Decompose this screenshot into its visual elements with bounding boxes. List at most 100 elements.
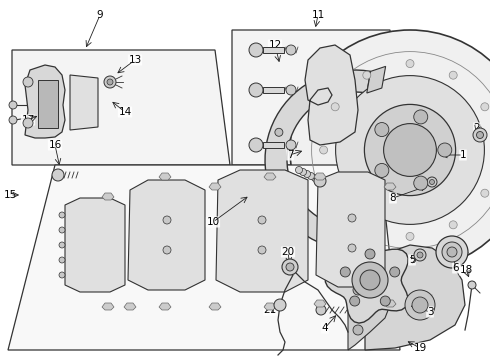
Circle shape <box>9 116 17 124</box>
Text: 20: 20 <box>281 247 294 257</box>
Polygon shape <box>209 183 221 190</box>
Text: 12: 12 <box>269 40 282 50</box>
Circle shape <box>473 128 487 142</box>
Text: 4: 4 <box>322 323 328 333</box>
Circle shape <box>163 216 171 224</box>
Polygon shape <box>232 30 405 165</box>
Circle shape <box>163 246 171 254</box>
Circle shape <box>286 263 294 271</box>
Text: 6: 6 <box>453 263 459 273</box>
Circle shape <box>9 101 17 109</box>
Circle shape <box>365 104 456 195</box>
Text: 9: 9 <box>97 10 103 20</box>
Text: 7: 7 <box>287 150 294 160</box>
Circle shape <box>436 236 468 268</box>
Circle shape <box>59 242 65 248</box>
Circle shape <box>290 30 490 270</box>
Circle shape <box>331 189 339 197</box>
Circle shape <box>363 71 371 79</box>
Circle shape <box>286 85 296 95</box>
Circle shape <box>405 290 435 320</box>
Circle shape <box>249 83 263 97</box>
Circle shape <box>303 171 311 177</box>
Circle shape <box>295 166 302 174</box>
Polygon shape <box>265 70 370 249</box>
Circle shape <box>438 143 452 157</box>
Circle shape <box>23 77 33 87</box>
Text: 10: 10 <box>206 217 220 227</box>
Polygon shape <box>365 245 465 350</box>
Circle shape <box>308 172 315 180</box>
Circle shape <box>275 128 283 136</box>
Polygon shape <box>264 173 276 180</box>
Circle shape <box>363 221 371 229</box>
Polygon shape <box>367 66 386 93</box>
Circle shape <box>360 270 380 290</box>
Polygon shape <box>264 303 276 310</box>
Circle shape <box>406 60 414 68</box>
Polygon shape <box>25 65 65 138</box>
Polygon shape <box>102 193 114 200</box>
Text: 13: 13 <box>128 55 142 65</box>
Polygon shape <box>314 173 326 180</box>
Text: 15: 15 <box>3 190 17 200</box>
Circle shape <box>258 246 266 254</box>
Polygon shape <box>209 303 221 310</box>
Text: 17: 17 <box>22 115 35 125</box>
Circle shape <box>249 138 263 152</box>
Circle shape <box>312 175 318 181</box>
Circle shape <box>430 180 435 184</box>
Polygon shape <box>65 198 125 292</box>
Text: 16: 16 <box>49 140 62 150</box>
Circle shape <box>299 168 307 175</box>
Circle shape <box>348 244 356 252</box>
Polygon shape <box>384 300 396 307</box>
Circle shape <box>380 296 390 306</box>
Polygon shape <box>316 172 385 287</box>
Polygon shape <box>384 183 396 190</box>
Text: 11: 11 <box>311 10 325 20</box>
Circle shape <box>59 212 65 218</box>
Text: 1: 1 <box>460 150 466 160</box>
Circle shape <box>316 305 326 315</box>
Circle shape <box>107 79 113 85</box>
Circle shape <box>414 110 428 124</box>
Circle shape <box>447 247 457 257</box>
Text: 3: 3 <box>427 307 433 317</box>
Circle shape <box>353 285 363 295</box>
Polygon shape <box>263 87 284 93</box>
Polygon shape <box>128 180 205 290</box>
Circle shape <box>427 177 437 187</box>
Circle shape <box>414 176 428 190</box>
Circle shape <box>353 325 363 335</box>
Polygon shape <box>159 173 171 180</box>
Text: 18: 18 <box>460 265 473 275</box>
Circle shape <box>314 175 326 187</box>
Circle shape <box>449 221 457 229</box>
Text: 14: 14 <box>119 107 132 117</box>
Polygon shape <box>159 303 171 310</box>
Circle shape <box>249 43 263 57</box>
Polygon shape <box>8 165 400 350</box>
Polygon shape <box>314 300 326 307</box>
Circle shape <box>412 297 428 313</box>
Polygon shape <box>70 75 98 130</box>
Circle shape <box>417 252 423 258</box>
Circle shape <box>406 233 414 240</box>
Circle shape <box>340 267 350 277</box>
Polygon shape <box>216 170 308 292</box>
Circle shape <box>331 103 339 111</box>
Polygon shape <box>12 50 230 165</box>
Circle shape <box>476 131 484 139</box>
Text: 8: 8 <box>390 193 396 203</box>
Circle shape <box>352 262 388 298</box>
Circle shape <box>258 216 266 224</box>
Circle shape <box>319 146 328 154</box>
Circle shape <box>375 122 389 136</box>
Circle shape <box>365 249 375 259</box>
Text: 5: 5 <box>409 255 416 265</box>
Circle shape <box>52 169 64 181</box>
Text: 19: 19 <box>414 343 427 353</box>
Polygon shape <box>102 303 114 310</box>
Circle shape <box>481 189 489 197</box>
